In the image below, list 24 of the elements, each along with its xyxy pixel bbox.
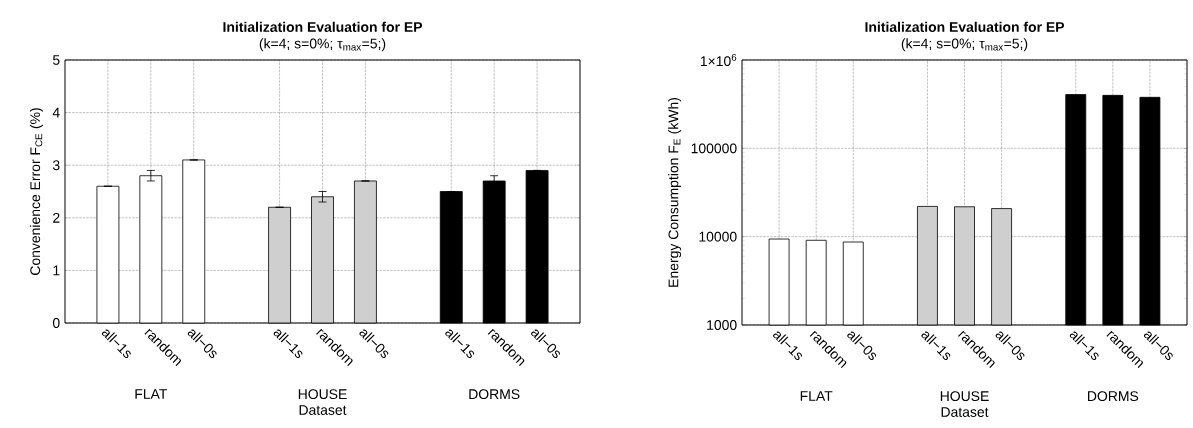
chart-title: Initialization Evaluation for EP: [223, 21, 423, 32]
text: HOUSE: [298, 389, 347, 400]
y-tick-label: 1000: [707, 320, 737, 330]
text: FLAT: [135, 389, 168, 399]
chart-subtitle: (k=4; s=0%; τ$_{max}$=5;): [259, 38, 386, 52]
chart-subtitle: (k=4; s=0%; τ$_{max}$=5;): [901, 38, 1028, 52]
y-tick-label: 1: [53, 265, 60, 276]
x-axis-title: Dataset: [299, 405, 347, 415]
text: DORMS: [469, 389, 520, 400]
text: DORMS: [1088, 391, 1139, 402]
y-tick-label: 4: [52, 107, 60, 118]
y-tick-label: 1×10$^{6}$: [700, 53, 737, 67]
y-axis-title: Convenience Error F$_{CE}$ (%): [29, 108, 43, 275]
y-tick-label: 3: [52, 160, 60, 171]
y-tick-label: 5: [52, 55, 60, 65]
y-tick-label: 2: [53, 212, 60, 223]
chart-title: Initialization Evaluation for EP: [865, 21, 1065, 32]
x-axis-title: Dataset: [941, 407, 989, 417]
y-axis-title: Energy Consumption F$_{E}$ (kWh): [668, 98, 682, 287]
text: FLAT: [800, 391, 833, 401]
text: HOUSE: [940, 391, 989, 402]
y-tick-label: 10000: [699, 231, 737, 242]
y-tick-label: 0: [52, 318, 60, 328]
y-tick-label: 100000: [691, 143, 737, 154]
